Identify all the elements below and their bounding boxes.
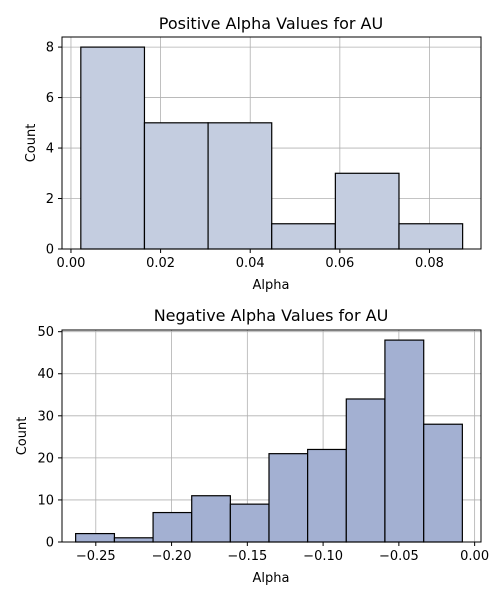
histogram-bar	[307, 448, 347, 543]
y-tick-label: 10	[37, 493, 54, 508]
y-tick-label: 4	[46, 142, 54, 157]
y-tick-label: 0	[46, 536, 54, 551]
x-tick-label: 0.06	[325, 256, 354, 271]
x-tick-label: −0.05	[379, 549, 419, 564]
y-tick-label: 8	[46, 41, 54, 56]
chart-negative-alpha: Negative Alpha Values for AU Alpha Count…	[15, 306, 489, 586]
histogram-bar	[152, 511, 193, 543]
plot-frame	[61, 36, 482, 250]
x-tick-label: 0.02	[146, 256, 175, 271]
x-tick-label: 0.00	[460, 549, 489, 564]
y-tick-label: 6	[46, 91, 54, 106]
chart-title: Negative Alpha Values for AU	[154, 306, 389, 325]
histogram-bar	[191, 495, 231, 543]
histogram-bar	[207, 122, 273, 250]
x-tick-label: −0.25	[76, 549, 116, 564]
y-tick-label: 0	[46, 243, 54, 258]
y-tick-label: 2	[46, 192, 54, 207]
y-tick-label: 50	[37, 325, 54, 340]
ticks: 0.00 0.02 0.04 0.06 0.08 0 2 4 6 8	[46, 41, 444, 271]
x-tick-label: 0.00	[56, 256, 85, 271]
histogram-bar	[80, 46, 146, 250]
x-tick-label: 0.08	[415, 256, 444, 271]
y-tick-label: 30	[37, 409, 54, 424]
plot-frame	[61, 329, 482, 543]
histogram-bar	[423, 423, 463, 543]
histogram-bar	[334, 172, 400, 250]
chart-positive-alpha: Positive Alpha Values for AU Alpha Count…	[24, 14, 482, 293]
histogram-bar	[398, 223, 464, 250]
histogram-bar	[143, 122, 209, 250]
histogram-bar	[271, 223, 336, 250]
x-tick-label: −0.10	[303, 549, 343, 564]
y-axis-label: Count	[24, 124, 39, 163]
x-tick-label: 0.04	[236, 256, 265, 271]
x-tick-label: −0.15	[227, 549, 267, 564]
x-tick-label: −0.20	[152, 549, 192, 564]
y-tick-label: 40	[37, 367, 54, 382]
histogram-bar	[113, 537, 154, 543]
bars	[75, 339, 463, 543]
chart-title: Positive Alpha Values for AU	[159, 14, 383, 33]
histogram-bar	[384, 339, 425, 543]
ticks: −0.25 −0.20 −0.15 −0.10 −0.05 0.00 0 10 20 30 40 50	[37, 325, 489, 564]
x-axis-label: Alpha	[253, 278, 290, 293]
x-axis-label: Alpha	[253, 571, 290, 586]
y-tick-label: 20	[37, 451, 54, 466]
histogram-bar	[345, 398, 386, 543]
histogram-bar	[229, 503, 270, 543]
histogram-bar	[268, 453, 309, 543]
histogram-bar	[75, 532, 116, 543]
y-axis-label: Count	[15, 417, 30, 456]
